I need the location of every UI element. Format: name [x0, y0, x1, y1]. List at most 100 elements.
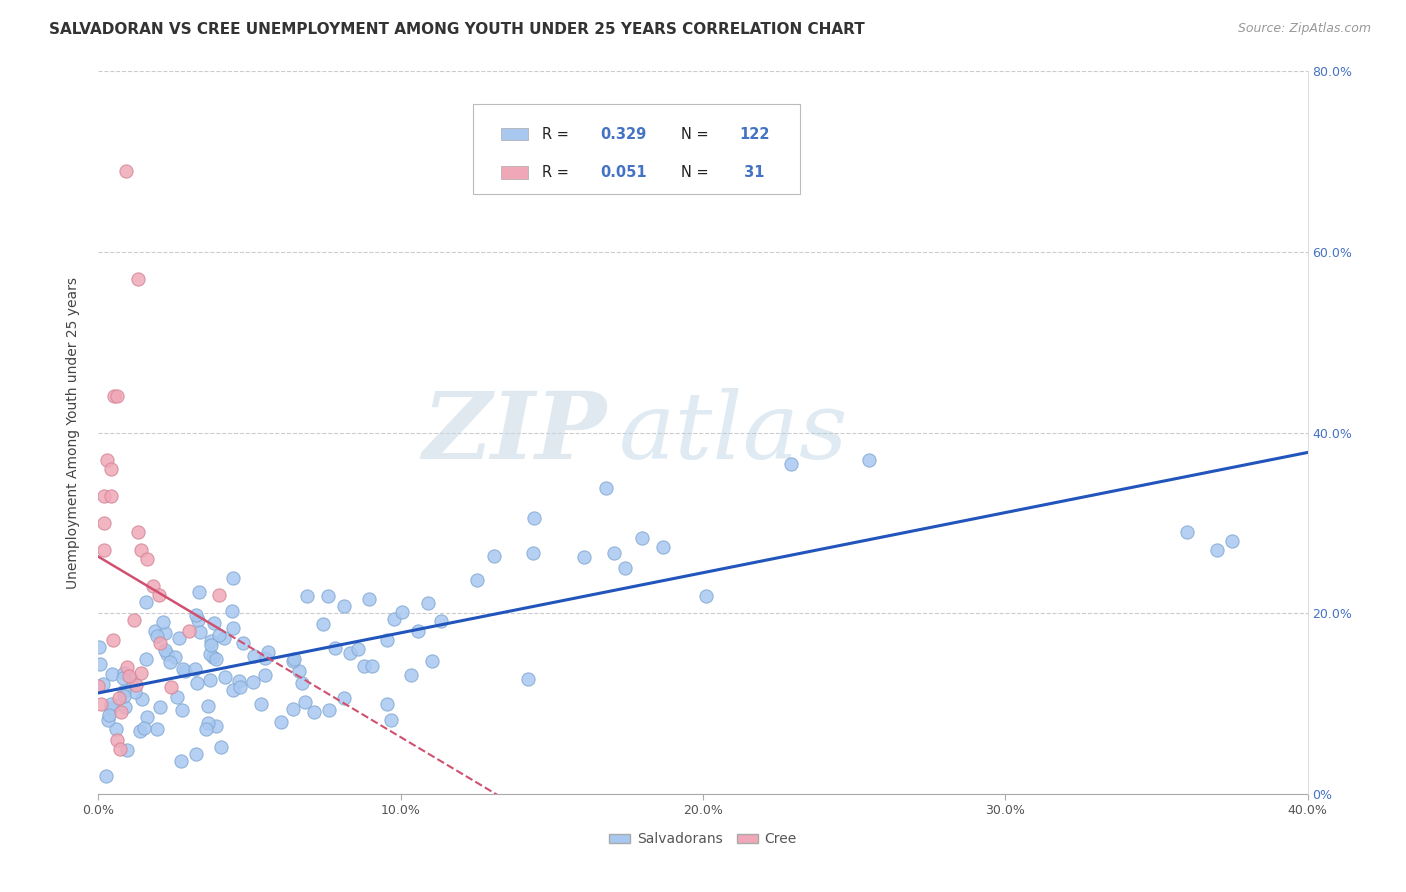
Point — [103, 389, 125, 403]
Point — [465, 574, 488, 588]
Point — [96, 452, 118, 467]
Point — [208, 588, 231, 602]
Point — [229, 680, 252, 694]
Point — [595, 481, 617, 495]
Point — [346, 642, 368, 657]
Point — [114, 163, 136, 178]
Point — [291, 676, 314, 690]
Point — [281, 654, 304, 668]
Point — [311, 616, 333, 631]
Point — [114, 699, 136, 714]
Point — [100, 489, 122, 503]
Point — [122, 613, 145, 627]
Point — [651, 541, 673, 555]
Point — [212, 631, 235, 645]
Point — [87, 678, 110, 692]
Point — [288, 664, 311, 678]
Point — [90, 697, 112, 711]
FancyBboxPatch shape — [501, 128, 527, 140]
Text: 0.051: 0.051 — [600, 165, 647, 180]
Point — [204, 652, 226, 666]
Point — [124, 678, 146, 692]
Point — [391, 605, 413, 619]
Point — [380, 714, 402, 728]
Point — [172, 703, 194, 717]
Point — [105, 389, 128, 403]
Point — [242, 649, 264, 664]
Point — [117, 660, 139, 674]
Point — [129, 543, 152, 558]
Point — [105, 732, 128, 747]
Y-axis label: Unemployment Among Youth under 25 years: Unemployment Among Youth under 25 years — [66, 277, 80, 589]
Point — [523, 510, 546, 524]
Point — [100, 700, 122, 714]
Point — [101, 667, 124, 681]
Point — [222, 682, 245, 697]
Point — [124, 685, 146, 699]
Point — [184, 608, 207, 623]
Point — [375, 633, 398, 648]
Point — [108, 741, 131, 756]
Point — [572, 550, 595, 565]
Point — [242, 674, 264, 689]
Point — [136, 710, 159, 724]
Point — [188, 584, 211, 599]
Text: 31: 31 — [740, 165, 765, 180]
Point — [222, 571, 245, 585]
Point — [188, 625, 211, 640]
Point — [91, 677, 114, 691]
Point — [357, 592, 380, 607]
Point — [97, 707, 120, 722]
Point — [94, 769, 117, 783]
Point — [316, 589, 339, 603]
Point — [197, 698, 219, 713]
Text: Source: ZipAtlas.com: Source: ZipAtlas.com — [1237, 22, 1371, 36]
Point — [253, 668, 276, 682]
Point — [283, 702, 305, 716]
Point — [221, 621, 243, 635]
Point — [174, 664, 197, 678]
Point — [179, 624, 201, 639]
Point — [107, 690, 129, 705]
Point — [148, 588, 170, 602]
Point — [377, 698, 399, 712]
Point — [232, 636, 254, 650]
Point — [97, 713, 120, 727]
Point — [142, 579, 165, 593]
Point — [429, 614, 451, 628]
Point — [146, 722, 169, 736]
Point — [184, 662, 207, 676]
Point — [135, 595, 157, 609]
Point — [135, 651, 157, 665]
Point — [198, 673, 221, 687]
Point — [382, 612, 405, 626]
Point — [253, 651, 276, 665]
Point — [257, 645, 280, 659]
Point — [353, 658, 375, 673]
Point — [159, 655, 181, 669]
Point — [1220, 533, 1243, 548]
Point — [129, 665, 152, 680]
Point — [201, 649, 224, 664]
Point — [112, 684, 135, 698]
FancyBboxPatch shape — [474, 103, 800, 194]
Point — [110, 705, 132, 719]
Text: 122: 122 — [740, 127, 769, 142]
Point — [202, 615, 225, 630]
Point — [184, 747, 207, 761]
Point — [155, 643, 177, 657]
Point — [167, 631, 190, 645]
Point — [87, 640, 110, 654]
Point — [228, 674, 250, 689]
Point — [522, 546, 544, 560]
Point — [360, 658, 382, 673]
Point — [209, 740, 232, 755]
Point — [93, 543, 115, 558]
Legend: Salvadorans, Cree: Salvadorans, Cree — [603, 827, 803, 852]
Point — [89, 657, 111, 671]
Point — [858, 452, 880, 467]
Point — [117, 743, 139, 757]
Point — [135, 552, 157, 566]
Text: ZIP: ZIP — [422, 388, 606, 477]
Point — [208, 628, 231, 642]
